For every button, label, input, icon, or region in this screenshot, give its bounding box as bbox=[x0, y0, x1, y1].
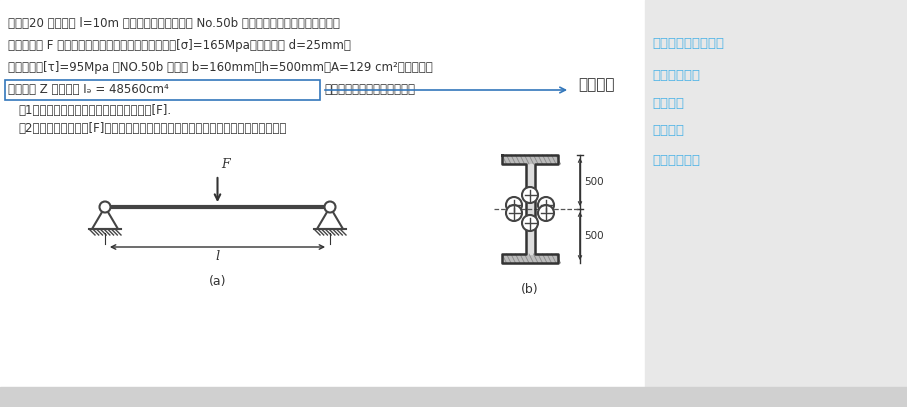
Text: 应力应变关系: 应力应变关系 bbox=[652, 154, 700, 167]
Circle shape bbox=[522, 215, 538, 231]
Text: 许可载荷: 许可载荷 bbox=[652, 124, 684, 137]
Circle shape bbox=[325, 201, 336, 212]
Text: （1）按照弯曲正应力强度条件求许可载荷[F].: （1）按照弯曲正应力强度条件求许可载荷[F]. bbox=[18, 104, 171, 117]
Circle shape bbox=[538, 197, 554, 213]
Circle shape bbox=[522, 187, 538, 203]
Text: （2）主梁在许可载荷[F]作用下，按照剪切强度设计沿梁轴向至少在几处布置钒钉？: （2）主梁在许可载荷[F]作用下，按照剪切强度设计沿梁轴向至少在几处布置钒钉？ bbox=[18, 122, 287, 135]
Text: 弯曲切应力与正应力: 弯曲切应力与正应力 bbox=[652, 37, 724, 50]
Text: 许可应力: 许可应力 bbox=[652, 97, 684, 110]
Circle shape bbox=[506, 205, 522, 221]
Text: 受集中载荷 F 作用，如图所示。已知梁的许用正应力[σ]=165Mpa，钒钉直径 d=25mm，: 受集中载荷 F 作用，如图所示。已知梁的许用正应力[σ]=165Mpa，钒钉直径… bbox=[8, 39, 351, 52]
Text: 弯曲应力分布: 弯曲应力分布 bbox=[652, 69, 700, 82]
Text: 许用切应力[τ]=95Mpa 。NO.50b 工字锤 b=160mm，h=500mm，A=129 cm²，梁的横截: 许用切应力[τ]=95Mpa 。NO.50b 工字锤 b=160mm，h=500… bbox=[8, 61, 433, 74]
Circle shape bbox=[506, 197, 522, 213]
Bar bbox=[0, 387, 907, 407]
Text: l: l bbox=[215, 250, 219, 263]
Text: （单根）。试计算如下问题：: （单根）。试计算如下问题： bbox=[324, 83, 415, 96]
Text: 500: 500 bbox=[584, 231, 604, 241]
Text: 三、（20 分）跨长 l=10m 的临时桥的主梁由两根 No.50b 工字锤相叠加钒接而成，梁跨中: 三、（20 分）跨长 l=10m 的临时桥的主梁由两根 No.50b 工字锤相叠… bbox=[8, 17, 340, 30]
Text: (b): (b) bbox=[522, 283, 539, 296]
Text: 500: 500 bbox=[584, 177, 604, 187]
Circle shape bbox=[100, 201, 111, 212]
Text: (a): (a) bbox=[209, 275, 226, 288]
Text: F: F bbox=[221, 158, 230, 171]
Bar bbox=[5, 80, 320, 100]
Text: 锆 5C 支锆锆锆锆: 锆 5C 支锆锆锆锆 bbox=[690, 389, 745, 399]
Text: 面中性轴 Z 的惯性矩 Iₔ = 48560cm⁴: 面中性轴 Z 的惯性矩 Iₔ = 48560cm⁴ bbox=[8, 83, 169, 96]
Text: 几何性质: 几何性质 bbox=[578, 77, 615, 92]
Circle shape bbox=[538, 205, 554, 221]
Bar bbox=[645, 0, 907, 389]
Text: 锆 5C 支锆锆锆锆: 锆 5C 支锆锆锆锆 bbox=[8, 389, 63, 399]
